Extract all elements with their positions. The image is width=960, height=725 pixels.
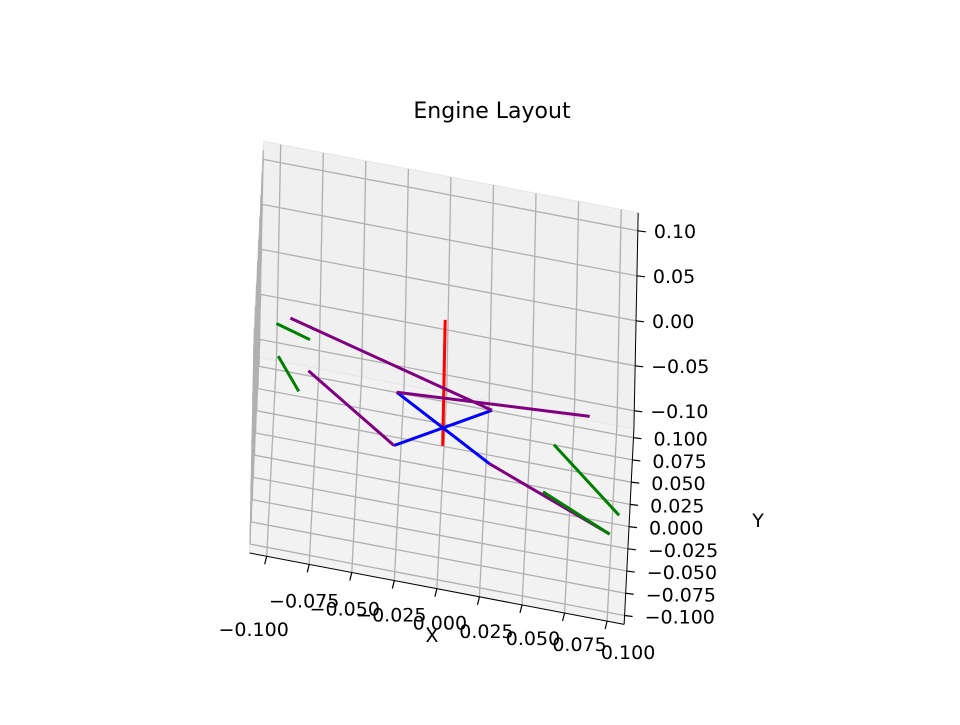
- data-segments: [275, 316, 621, 536]
- z-gridline: [249, 338, 635, 536]
- y-tick-mark: [632, 459, 641, 462]
- y-tick-label: 0.050: [651, 473, 705, 495]
- y-tick-label: −0.050: [647, 562, 717, 584]
- engine-segment: [276, 355, 301, 393]
- x-tick-label: 0.025: [459, 621, 513, 643]
- z-gridline: [252, 158, 638, 356]
- x-gridline: [563, 201, 580, 614]
- x-tick-mark: [519, 604, 523, 614]
- z-tick-mark: [635, 365, 644, 368]
- y-tick-mark: [630, 503, 639, 506]
- x-gridline: [308, 152, 324, 565]
- y-tick-mark: [633, 437, 642, 440]
- engine-segment: [396, 390, 590, 418]
- z-gridline: [252, 203, 638, 401]
- x-tick-label: −0.025: [356, 605, 426, 627]
- x-tick-label: −0.075: [269, 590, 339, 612]
- x-axis-label: X: [425, 625, 438, 647]
- x-tick-mark: [561, 612, 566, 622]
- x-gridline: [393, 168, 410, 581]
- x-gridline: [266, 144, 282, 557]
- z-tick-label: −0.05: [651, 356, 709, 378]
- z-tick-mark: [637, 230, 646, 233]
- z-tick-label: 0.05: [653, 266, 695, 288]
- x-tick-mark: [434, 588, 438, 597]
- x-gridline: [351, 160, 367, 573]
- x-tick-label: 0.050: [506, 628, 560, 650]
- z-tick-label: 0.10: [654, 221, 696, 243]
- z-gridline: [250, 293, 636, 491]
- y-tick-label: −0.025: [648, 540, 718, 562]
- x-tick-mark: [264, 556, 268, 565]
- z-tick-mark: [634, 410, 643, 413]
- y-tick-mark: [627, 548, 636, 551]
- x-tick-label: 0.000: [413, 613, 467, 635]
- engine-segment: [307, 369, 395, 447]
- x-gridline: [606, 209, 622, 622]
- y-axis-label: Y: [751, 510, 764, 532]
- x-tick-mark: [391, 580, 395, 589]
- engine-segment: [393, 408, 493, 447]
- z-tick-mark: [635, 320, 645, 323]
- engine-segment: [289, 316, 493, 412]
- y-tick-mark: [625, 592, 634, 595]
- x-axis-line: [249, 552, 625, 625]
- z-tick-label: 0.00: [652, 311, 694, 333]
- x-tick-mark: [306, 564, 310, 573]
- y-tick-label: 0.100: [653, 429, 707, 451]
- y-gridline: [249, 328, 625, 617]
- z-tick-mark: [636, 275, 646, 278]
- y-tick-label: −0.100: [645, 606, 715, 628]
- engine-segment: [441, 319, 447, 446]
- x-tick-label: −0.050: [310, 598, 380, 620]
- engine-segment: [552, 443, 621, 517]
- x-tick-mark: [349, 572, 353, 581]
- x-tick-label: 0.100: [601, 642, 655, 664]
- y-tick-label: 0.025: [650, 495, 704, 517]
- x-tick-label: 0.075: [552, 634, 606, 656]
- z-gridline: [251, 248, 637, 446]
- x-tick-mark: [604, 620, 608, 630]
- axis-ticks: −0.100−0.075−0.050−0.0250.0000.0250.0500…: [219, 212, 718, 664]
- x-gridline: [478, 185, 495, 597]
- y-tick-label: −0.075: [646, 584, 716, 606]
- x-gridline: [436, 177, 452, 589]
- z-tick-label: −0.10: [650, 401, 708, 423]
- x-tick-label: −0.100: [219, 619, 289, 641]
- y-tick-mark: [624, 614, 633, 618]
- y-tick-mark: [628, 526, 638, 529]
- y-tick-mark: [626, 570, 635, 573]
- engine-segment: [542, 490, 611, 536]
- x-tick-mark: [476, 596, 481, 605]
- y-tick-mark: [631, 481, 640, 484]
- engine-segment: [275, 322, 311, 342]
- chart-title: Engine Layout: [413, 99, 571, 124]
- y-tick-label: 0.075: [652, 451, 706, 473]
- y-tick-label: 0.000: [649, 518, 703, 540]
